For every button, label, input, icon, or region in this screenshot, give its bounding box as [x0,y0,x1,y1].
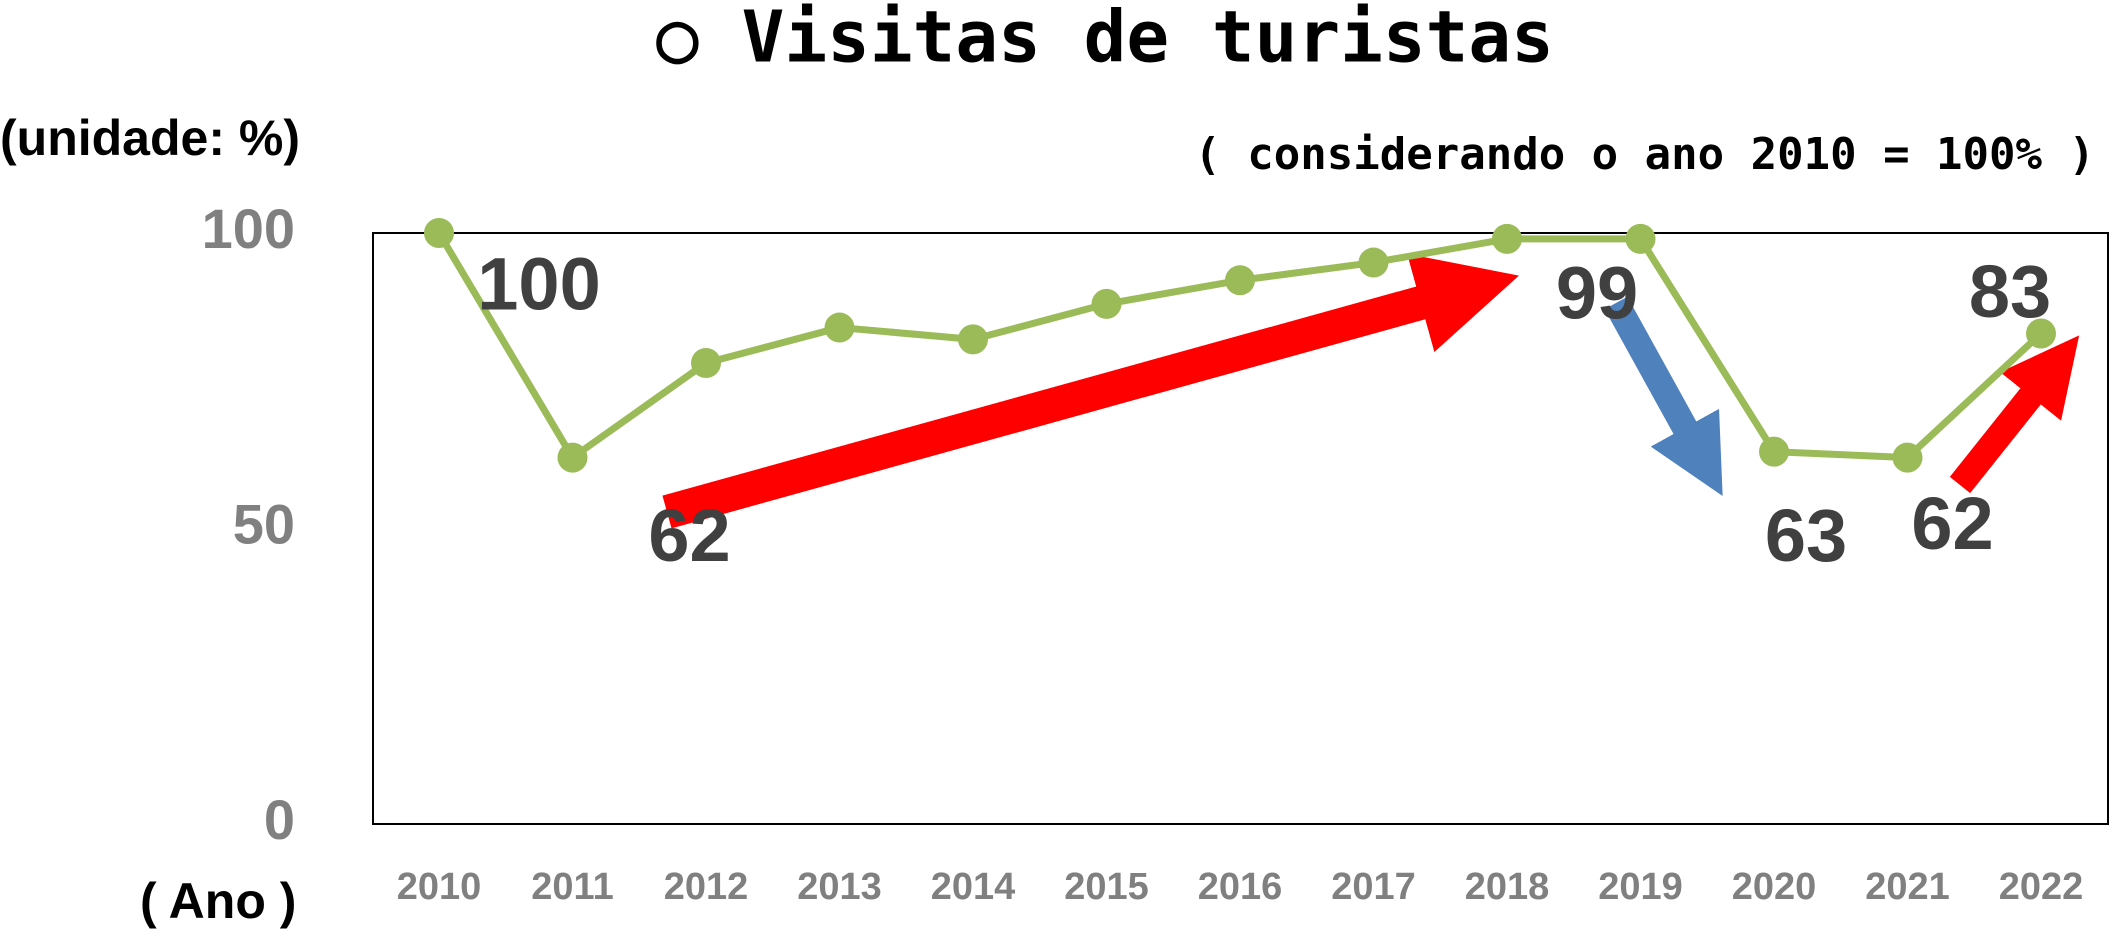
x-tick-label: 2013 [797,866,882,908]
arrow-down [1604,296,1723,496]
x-tick-label: 2021 [1865,866,1950,908]
point [1892,442,1923,473]
y-tick-label: 100 [202,197,295,260]
x-tick-label: 2020 [1732,866,1817,908]
arrows [662,253,2080,529]
y-axis-label: (unidade: %) [0,110,300,166]
value-label: 62 [648,494,730,577]
value-label: 62 [1911,482,1993,565]
point [1091,288,1122,319]
x-tick-label: 2011 [531,866,613,908]
point [1625,223,1656,254]
x-axis-label: ( Ano ) [140,873,296,929]
x-tick-label: 2016 [1198,866,1283,908]
value-label: 100 [477,243,600,326]
x-tick-label: 2018 [1465,866,1550,908]
x-tick-label: 2010 [397,866,482,908]
value-label: 63 [1765,494,1847,577]
arrow-up [662,253,1519,529]
x-tick-label: 2015 [1064,866,1149,908]
point [691,348,721,379]
point [2026,318,2056,349]
x-tick-label: 2017 [1331,866,1416,908]
value-label: 83 [1969,250,2051,333]
point [1225,265,1255,296]
plot-area [372,232,2109,825]
point [1358,247,1389,278]
point [824,312,855,343]
x-tick-label: 2019 [1598,866,1683,908]
x-tick-label: 2014 [931,866,1016,908]
point [1492,223,1522,254]
y-tick-label: 0 [264,788,295,851]
point [958,324,988,355]
chart-subtitle: ( considerando o ano 2010 = 100% ) [1194,129,2095,180]
chart-title: ○ Visitas de turistas [656,0,1554,79]
point [1759,436,1789,467]
y-tick-label: 50 [233,492,295,555]
arrow-up [1949,335,2080,494]
point [557,442,588,473]
x-tick-label: 2022 [1999,866,2084,908]
value-label: 99 [1556,251,1638,334]
x-tick-label: 2012 [664,866,749,908]
point [424,218,454,248]
